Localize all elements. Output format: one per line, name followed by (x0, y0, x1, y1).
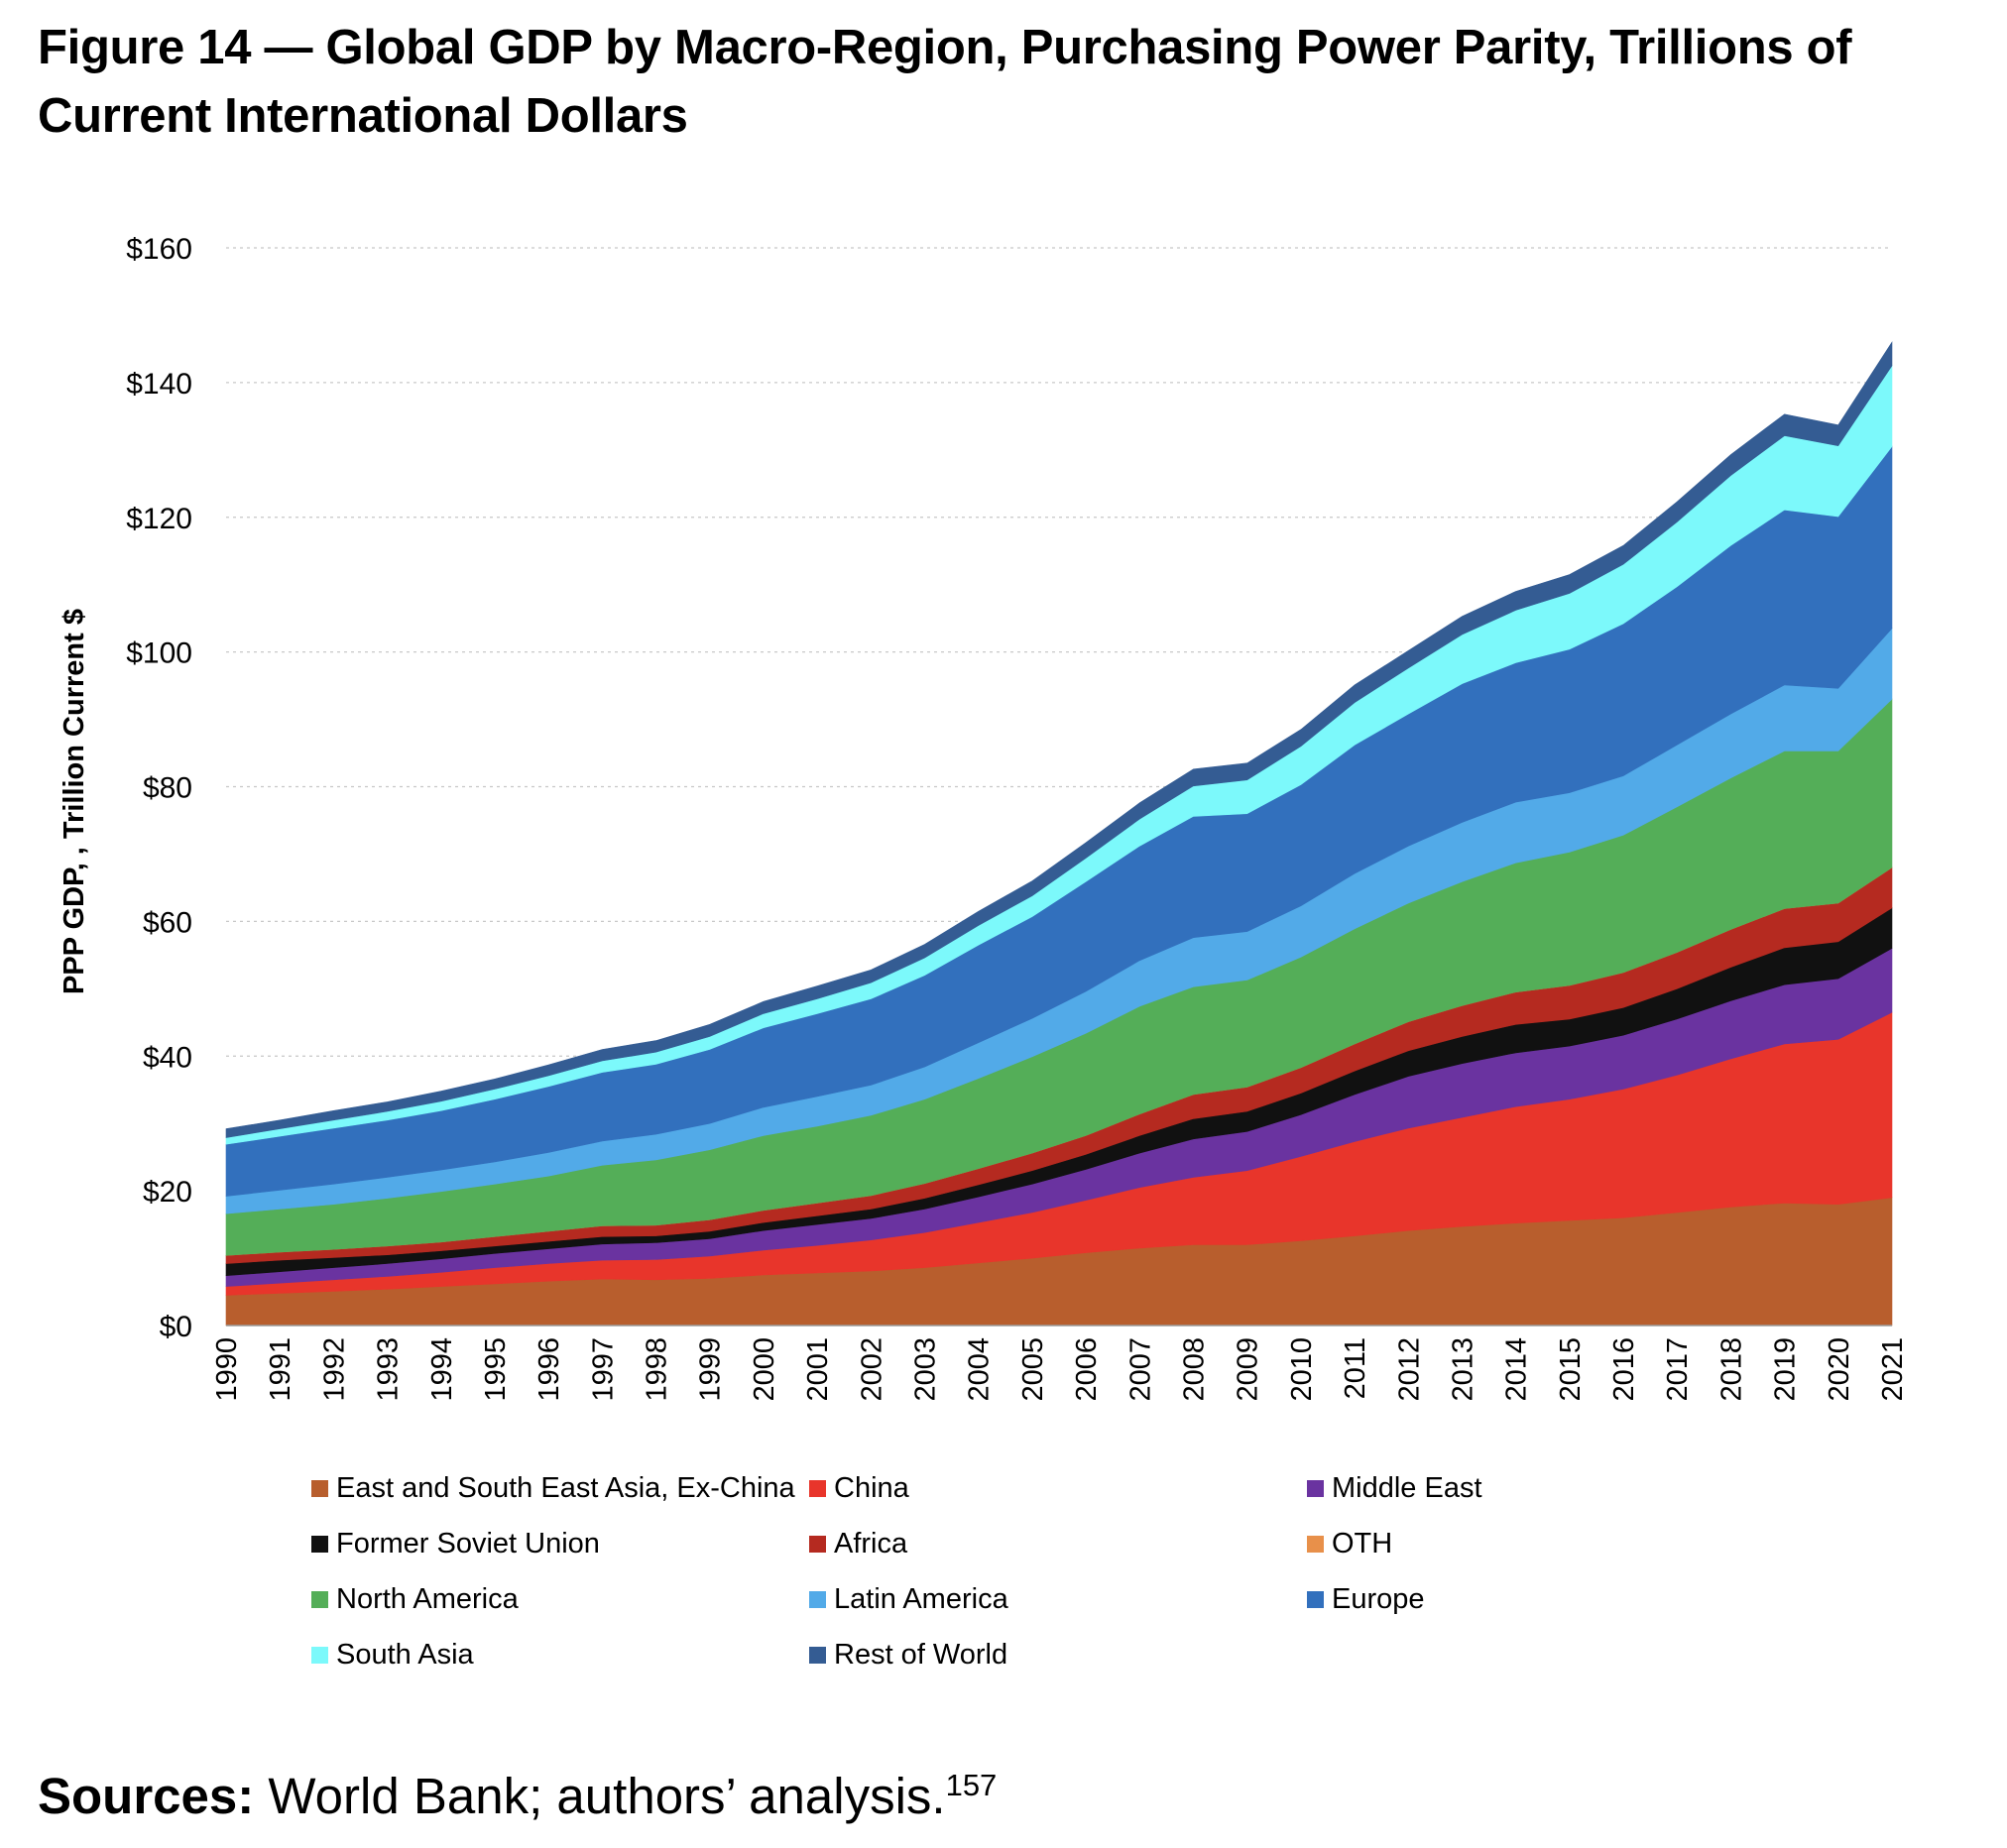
x-tick-label: 2005 (1017, 1337, 1049, 1402)
x-tick-label: 2009 (1233, 1337, 1264, 1402)
x-tick-label: 1998 (642, 1337, 673, 1402)
legend-item-oth: OTH (1307, 1528, 1392, 1560)
y-tick-label: $100 (126, 637, 192, 670)
legend-item-former-soviet-union: Former Soviet Union (311, 1528, 600, 1560)
x-tick-label: 2010 (1286, 1337, 1318, 1402)
legend-item-middle-east: Middle East (1307, 1472, 1482, 1505)
legend-label: Latin America (834, 1583, 1008, 1615)
x-tick-label: 2001 (802, 1337, 834, 1402)
legend-swatch (809, 1591, 826, 1608)
y-tick-label: $120 (126, 503, 192, 535)
x-tick-label: 2007 (1124, 1337, 1156, 1402)
legend-label: Former Soviet Union (336, 1528, 600, 1559)
x-tick-label: 2006 (1071, 1337, 1103, 1402)
x-tick-label: 1999 (695, 1337, 727, 1402)
legend-swatch (1307, 1591, 1324, 1608)
legend-label: South Asia (336, 1639, 474, 1671)
sources-note: Sources: World Bank; authors’ analysis.1… (38, 1767, 997, 1825)
y-tick-label: $60 (143, 906, 192, 939)
x-tick-label: 2008 (1179, 1337, 1211, 1402)
legend-item-east-and-south-east-asia-ex-china: East and South East Asia, Ex-China (311, 1472, 795, 1505)
figure-title: Figure 14 — Global GDP by Macro-Region, … (38, 21, 1852, 143)
footnote-ref: 157 (945, 1768, 998, 1802)
legend-swatch (809, 1536, 826, 1553)
y-tick-label: $40 (143, 1041, 192, 1074)
legend-item-north-america: North America (311, 1583, 519, 1616)
y-tick-label: $0 (160, 1311, 192, 1343)
legend-swatch (1307, 1536, 1324, 1553)
y-tick-label: $140 (126, 368, 192, 401)
x-tick-label: 2000 (749, 1337, 780, 1402)
legend-item-china: China (809, 1472, 909, 1505)
x-tick-label: 2003 (910, 1337, 942, 1402)
x-tick-label: 1993 (373, 1337, 405, 1402)
legend-label: China (834, 1472, 909, 1504)
sources-text: World Bank; authors’ analysis. (268, 1768, 946, 1824)
legend-label: North America (336, 1583, 519, 1615)
legend-swatch (311, 1536, 328, 1553)
y-tick-label: $20 (143, 1176, 192, 1209)
x-tick-label: 1990 (211, 1337, 243, 1402)
x-tick-label: 2011 (1340, 1337, 1371, 1399)
legend-label: East and South East Asia, Ex-China (336, 1472, 795, 1504)
x-tick-label: 2020 (1824, 1337, 1855, 1402)
area-series (225, 341, 1893, 1327)
y-tick-label: $80 (143, 772, 192, 805)
legend-label: Rest of World (834, 1639, 1008, 1671)
x-tick-label: 2014 (1501, 1337, 1533, 1402)
legend-item-south-asia: South Asia (311, 1639, 474, 1672)
x-tick-label: 1996 (533, 1337, 565, 1402)
axes: $0 $20 $40 $60 $80 $100 $120 $140 $160 1990 1991 19… (59, 233, 1909, 1402)
x-tick-label: 2017 (1662, 1337, 1694, 1402)
legend-label: Europe (1332, 1583, 1425, 1615)
legend-swatch (809, 1480, 826, 1497)
sources-label: Sources: (38, 1768, 255, 1824)
x-tick-label: 2012 (1393, 1337, 1425, 1402)
legend-item-latin-america: Latin America (809, 1583, 1008, 1616)
legend-item-rest-of-world: Rest of World (809, 1639, 1007, 1672)
x-tick-label: 2004 (964, 1337, 996, 1402)
legend-swatch (1307, 1480, 1324, 1497)
x-tick-label: 2018 (1715, 1337, 1747, 1402)
x-tick-label: 2021 (1877, 1337, 1909, 1402)
y-tick-label: $160 (126, 233, 192, 266)
x-tick-label: 2015 (1555, 1337, 1587, 1402)
legend-swatch (311, 1591, 328, 1608)
stacked-area-chart: $0 $20 $40 $60 $80 $100 $120 $140 $160 1990 1991 19… (59, 233, 1909, 1402)
legend-label: Africa (834, 1528, 908, 1559)
legend-swatch (311, 1647, 328, 1664)
x-tick-label: 1995 (480, 1337, 512, 1402)
legend-item-africa: Africa (809, 1528, 907, 1560)
x-tick-label: 2016 (1608, 1337, 1640, 1402)
x-tick-label: 2013 (1448, 1337, 1479, 1402)
legend-label: OTH (1332, 1528, 1393, 1559)
y-axis-title: PPP GDP, , Trillion Current $ (59, 609, 90, 994)
legend-swatch (809, 1647, 826, 1664)
x-tick-label: 2019 (1770, 1337, 1802, 1402)
x-tick-label: 1991 (265, 1337, 296, 1402)
legend-label: Middle East (1332, 1472, 1482, 1504)
x-tick-label: 1992 (318, 1337, 350, 1402)
legend-item-europe: Europe (1307, 1583, 1425, 1616)
legend-swatch (311, 1480, 328, 1497)
x-tick-label: 1994 (426, 1337, 458, 1402)
x-tick-label: 1997 (587, 1337, 619, 1402)
area-rest-of-world (225, 341, 1893, 1138)
x-tick-label: 2002 (856, 1337, 887, 1402)
